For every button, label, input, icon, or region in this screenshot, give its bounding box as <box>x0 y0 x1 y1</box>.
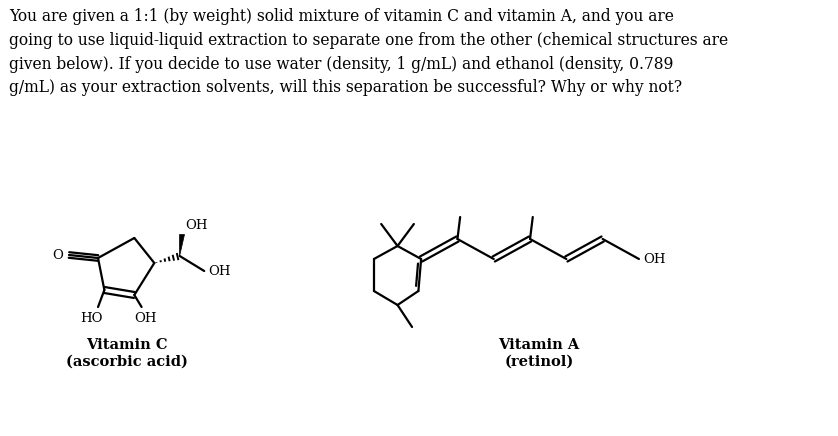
Text: You are given a 1:1 (by weight) solid mixture of vitamin C and vitamin A, and yo: You are given a 1:1 (by weight) solid mi… <box>9 8 728 96</box>
Text: OH: OH <box>134 312 157 325</box>
Text: OH: OH <box>644 252 666 266</box>
Polygon shape <box>178 234 184 256</box>
Text: HO: HO <box>80 312 102 325</box>
Text: OH: OH <box>185 219 208 232</box>
Text: Vitamin A
(retinol): Vitamin A (retinol) <box>499 338 580 368</box>
Text: O: O <box>53 249 64 262</box>
Text: Vitamin C
(ascorbic acid): Vitamin C (ascorbic acid) <box>66 338 188 368</box>
Text: OH: OH <box>209 265 231 277</box>
